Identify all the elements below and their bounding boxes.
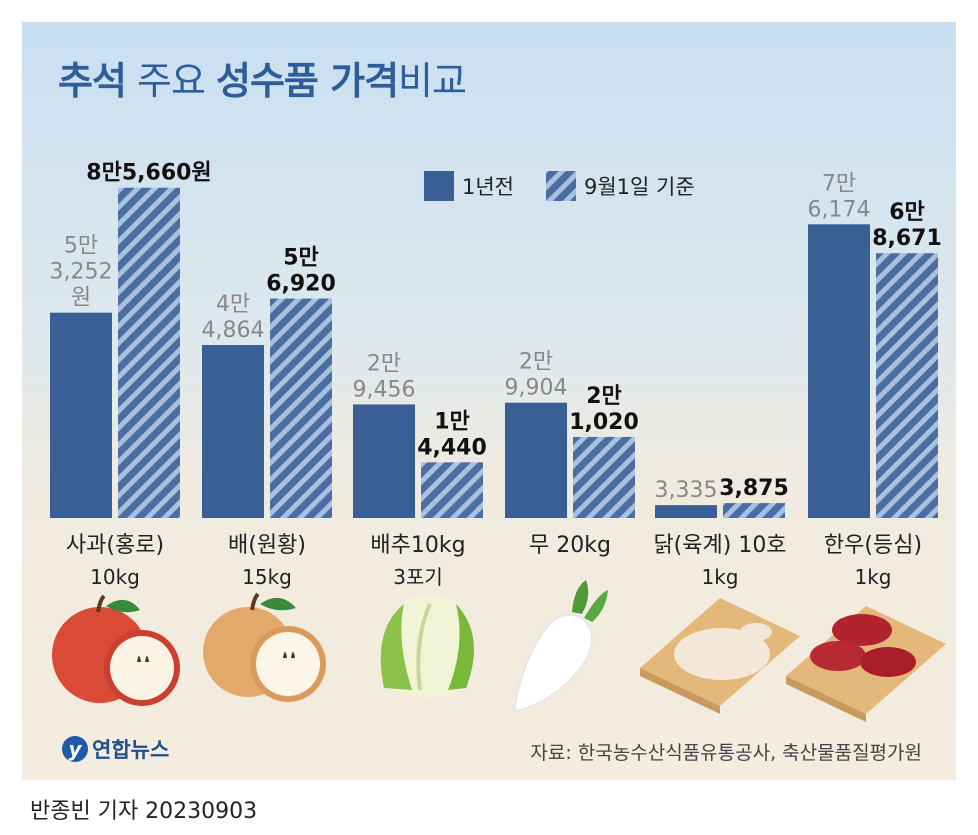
bar-prev-0 <box>50 312 112 518</box>
bar-curr-2 <box>421 462 483 518</box>
title-part2: 주요 <box>125 59 217 103</box>
legend-label-curr: 9월1일 기준 <box>584 175 695 199</box>
source-note: 자료: 한국농수산식품유통공사, 축산물품질평가원 <box>530 742 922 764</box>
category-name-4: 닭(육계) 10호 <box>653 533 786 558</box>
value-label-prev-0-0: 5만 <box>64 234 98 259</box>
cabbage-illustration <box>380 594 474 698</box>
category-unit-0: 10kg <box>90 565 140 589</box>
yonhap-logo: y 연합뉴스 <box>62 734 169 764</box>
value-label-prev-2-1: 9,456 <box>353 377 416 402</box>
pear-illustration <box>203 592 326 702</box>
category-name-3: 무 20kg <box>529 533 611 558</box>
bar-prev-1 <box>202 345 264 518</box>
bar-curr-5 <box>876 253 938 518</box>
value-label-prev-3-0: 2만 <box>519 350 553 375</box>
value-label-prev-4-0: 3,335 <box>655 478 718 503</box>
value-label-curr-0-0: 8만5,660원 <box>86 161 211 186</box>
category-name-2: 배추10kg <box>370 533 465 558</box>
category-name-5: 한우(등심) <box>824 533 922 558</box>
value-label-prev-0-1: 3,252 <box>50 260 113 285</box>
legend-label-prev: 1년전 <box>462 175 514 199</box>
page-title: 추석 주요 성수품 가격비교 <box>58 50 467 105</box>
value-label-curr-5-1: 8,671 <box>872 226 942 251</box>
value-label-prev-5-1: 6,174 <box>808 197 871 222</box>
bar-curr-0 <box>118 187 180 519</box>
value-label-curr-4-0: 3,875 <box>719 476 789 501</box>
title-part3: 성수품 가격 <box>216 59 399 103</box>
bar-curr-3 <box>573 436 635 518</box>
title-part4: 비교 <box>398 59 467 103</box>
beef-illustration <box>786 606 946 722</box>
title-part1: 추석 <box>58 59 127 103</box>
value-label-curr-3-1: 1,020 <box>569 410 639 435</box>
value-label-prev-2-0: 2만 <box>367 351 401 376</box>
legend: 1년전 9월1일 기준 <box>424 171 695 201</box>
bar-curr-4 <box>723 503 785 518</box>
legend-swatch-curr <box>546 171 576 201</box>
category-unit-1: 15kg <box>242 565 292 589</box>
bar-prev-2 <box>353 404 415 518</box>
reporter-credit: 반종빈 기자 20230903 <box>30 799 258 824</box>
value-label-prev-1-0: 4만 <box>216 292 250 317</box>
bars-group <box>50 187 938 519</box>
logo-mark-icon: y <box>62 736 88 762</box>
category-unit-5: 1kg <box>854 565 891 589</box>
bar-prev-3 <box>505 402 567 518</box>
value-label-curr-2-1: 4,440 <box>417 435 487 460</box>
bar-prev-4 <box>655 505 717 518</box>
value-label-curr-1-0: 5만 <box>283 246 319 271</box>
category-unit-4: 1kg <box>701 565 738 589</box>
category-name-0: 사과(홍로) <box>66 533 164 558</box>
value-label-curr-5-0: 6만 <box>889 200 925 225</box>
chicken-illustration <box>640 598 800 714</box>
value-label-curr-3-0: 2만 <box>586 384 622 409</box>
value-label-prev-5-0: 7만 <box>822 171 856 196</box>
apple-illustration <box>52 594 180 706</box>
value-labels-group: 5만3,252원8만5,660원4만4,8645만6,9202만9,4561만4… <box>50 161 942 503</box>
bar-prev-5 <box>808 224 870 518</box>
legend-swatch-prev <box>424 171 454 201</box>
logo-text: 연합뉴스 <box>92 738 170 762</box>
bar-curr-1 <box>270 298 332 518</box>
value-label-prev-0-2: 원 <box>71 286 91 311</box>
category-labels-group: 사과(홍로) 10kg 배(원황) 15kg 배추10kg 3포기 무 20kg 닭(육계) … <box>66 533 922 589</box>
value-label-prev-1-1: 4,864 <box>202 318 265 343</box>
category-unit-2: 3포기 <box>393 565 443 589</box>
value-label-prev-3-1: 9,904 <box>505 376 568 401</box>
value-label-curr-1-1: 6,920 <box>266 272 336 297</box>
category-name-1: 배(원황) <box>228 533 306 558</box>
value-label-curr-2-0: 1만 <box>434 409 470 434</box>
radish-illustration <box>512 580 608 714</box>
